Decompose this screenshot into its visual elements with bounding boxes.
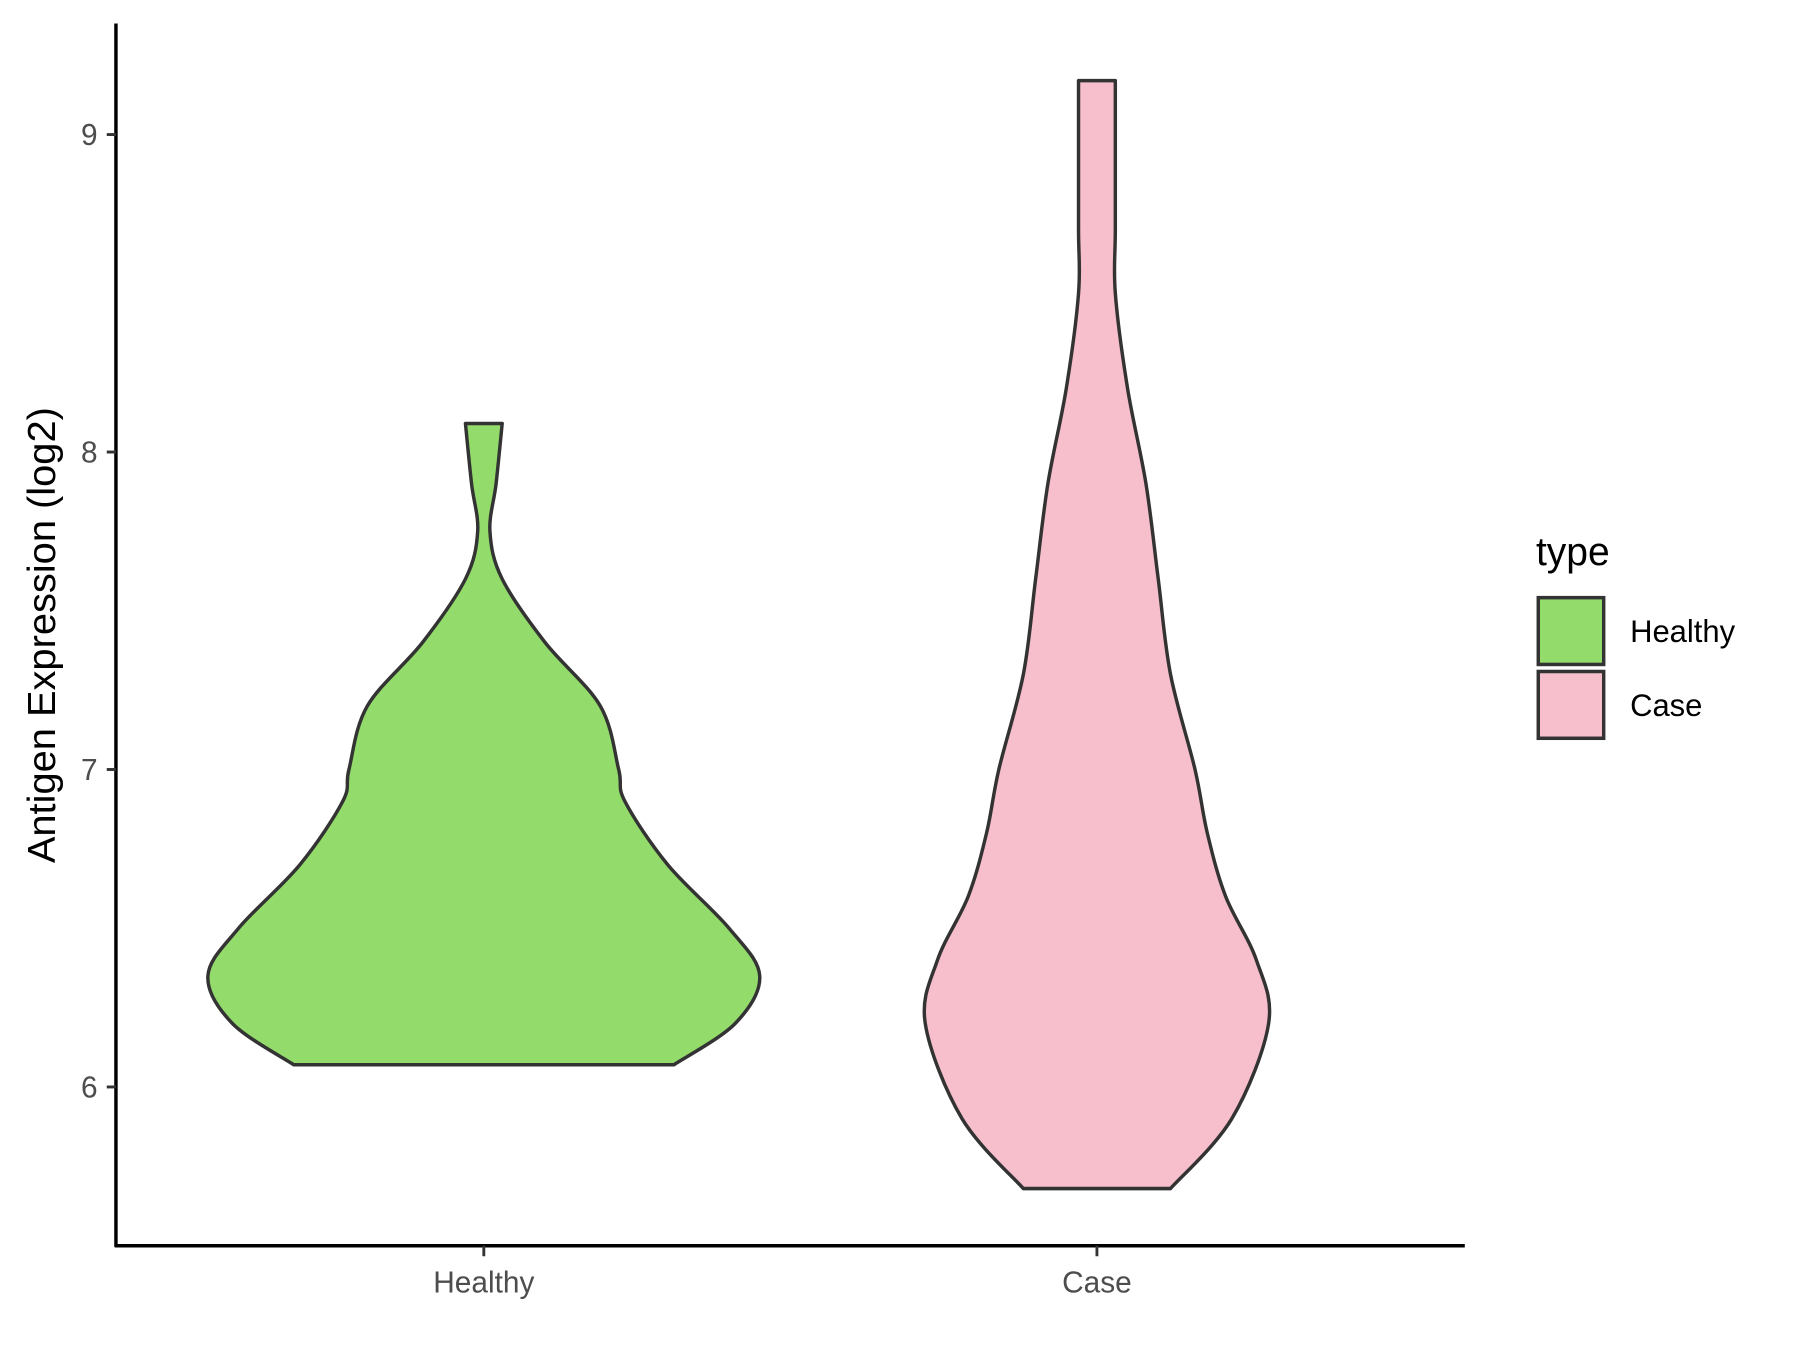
y-tick-label: 9: [81, 119, 98, 152]
x-tick-label: Case: [1062, 1266, 1132, 1299]
legend-title: type: [1536, 529, 1610, 573]
y-tick-label: 7: [81, 754, 98, 787]
y-axis-title: Antigen Expression (log2): [20, 407, 64, 863]
y-tick-label: 8: [81, 436, 98, 469]
legend-swatch: [1536, 669, 1606, 741]
violin: [206, 421, 762, 1067]
legend-label: Healthy: [1630, 614, 1735, 649]
violin: [922, 78, 1272, 1191]
x-tick-label: Healthy: [433, 1266, 535, 1299]
y-tick-label: 6: [81, 1071, 98, 1104]
legend-swatch: [1536, 595, 1606, 667]
legend-label: Case: [1630, 688, 1702, 723]
